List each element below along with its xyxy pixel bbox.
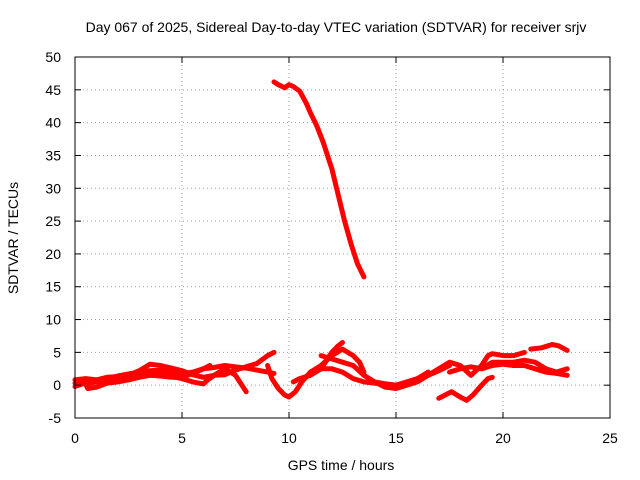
tick-layer: 0 5 10 15 20 25 -5 0 5 10 15 20 25 30 35 40 45 50 — [45, 49, 618, 446]
y-tick-label: 45 — [45, 82, 61, 98]
y-tick-label: -5 — [49, 410, 62, 426]
plot-frame — [74, 56, 611, 419]
series-line-s10 — [372, 349, 527, 388]
y-tick-label: 0 — [53, 377, 61, 393]
y-tick-label: 40 — [45, 115, 61, 131]
chart-title: Day 067 of 2025, Sidereal Day-to-day VTE… — [86, 19, 587, 35]
series-line-s4 — [81, 363, 213, 391]
y-tick-label: 15 — [45, 279, 61, 295]
x-tick-label: 0 — [71, 430, 79, 446]
y-tick-label: 50 — [45, 49, 61, 65]
x-tick-label: 10 — [281, 430, 297, 446]
series-line-s12 — [447, 357, 570, 375]
y-tick-label: 25 — [45, 213, 61, 229]
series-line-s11 — [436, 374, 495, 403]
y-tick-label: 10 — [45, 312, 61, 328]
x-tick-label: 20 — [495, 430, 511, 446]
x-tick-label: 5 — [178, 430, 186, 446]
x-tick-label: 25 — [602, 430, 618, 446]
series-line-s13 — [479, 361, 570, 378]
y-tick-label: 5 — [53, 344, 61, 360]
series-line-s3 — [72, 363, 277, 389]
series-line-s7 — [290, 340, 345, 385]
series-layer — [72, 79, 570, 403]
x-axis-label: GPS time / hours — [288, 457, 395, 473]
y-axis-label: SDTVAR / TECUs — [5, 182, 21, 294]
y-tick-label: 35 — [45, 147, 61, 163]
series-line-s5 — [271, 79, 367, 280]
series-line-s14 — [528, 342, 570, 353]
y-tick-label: 20 — [45, 246, 61, 262]
y-tick-label: 30 — [45, 180, 61, 196]
x-tick-label: 15 — [388, 430, 404, 446]
